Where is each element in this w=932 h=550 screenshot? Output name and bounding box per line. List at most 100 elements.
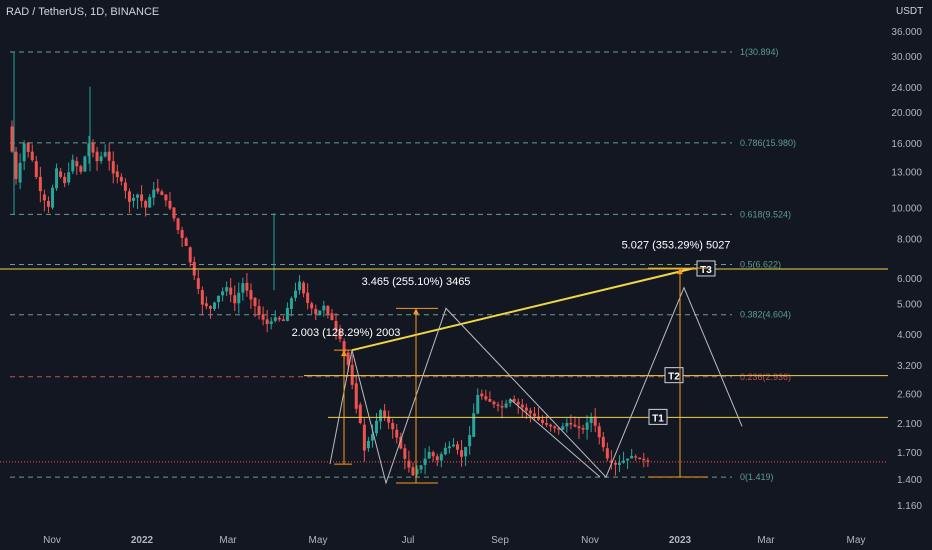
measure-label: 5.027 (353.29%) 5027: [622, 239, 731, 251]
fib-level-label: 0.236(2.936): [740, 372, 791, 382]
candle-body: [561, 426, 565, 430]
candle-body: [156, 188, 160, 192]
candle-body: [127, 191, 131, 202]
measure-arrow-head: [413, 308, 419, 315]
candle-body: [298, 281, 302, 291]
y-tick-label: 1.400: [897, 475, 922, 486]
y-tick-label: 16.000: [891, 139, 922, 150]
candle-body: [605, 448, 609, 459]
candle-body: [55, 168, 59, 189]
candle-body: [496, 404, 500, 406]
candle-body: [500, 406, 504, 408]
candle-body: [294, 290, 297, 298]
candle-body: [334, 320, 338, 330]
candle-body: [289, 298, 293, 309]
candle-body: [123, 182, 127, 191]
target-label-t1: T1: [652, 413, 664, 424]
candle-body: [512, 398, 516, 402]
candle-body: [419, 465, 423, 470]
x-tick-label: Jul: [402, 535, 415, 546]
candle-body: [589, 416, 593, 424]
candle-body: [447, 446, 451, 449]
candle-body: [516, 401, 520, 405]
x-tick-label: 2022: [131, 535, 154, 546]
candle-body: [269, 321, 273, 325]
y-tick-label: 30.000: [891, 52, 922, 63]
candle-body: [107, 151, 111, 161]
candle-body: [172, 207, 176, 219]
candle-body: [225, 287, 229, 292]
candle-body: [439, 454, 443, 461]
candle-body: [646, 460, 650, 462]
chart-title: RAD / TetherUS, 1D, BINANCE: [6, 6, 160, 18]
candle-body: [593, 416, 597, 426]
candle-body: [480, 393, 484, 397]
candle-body: [184, 238, 188, 247]
candle-body: [285, 307, 289, 321]
candle-body: [322, 305, 326, 311]
candle-body: [46, 200, 50, 207]
candle-body: [508, 399, 512, 404]
candle-body: [18, 162, 22, 183]
candle-body: [233, 295, 237, 304]
candle-body: [306, 292, 310, 303]
candle-body: [399, 436, 403, 449]
candle-body: [435, 456, 439, 461]
target-box-t2: [664, 367, 684, 384]
candle-body: [581, 428, 585, 430]
candle-body: [196, 278, 200, 289]
candle-body: [565, 423, 569, 427]
candle-body: [79, 166, 83, 172]
candle-body: [140, 194, 144, 201]
candle-body: [642, 458, 646, 461]
candle-body: [630, 456, 634, 459]
candle-body: [638, 457, 642, 460]
candle-body: [346, 352, 350, 365]
y-tick-label: 20.000: [891, 108, 922, 119]
candle-body: [310, 303, 314, 309]
candle-body: [168, 200, 172, 209]
candle-body: [415, 469, 419, 475]
y-tick-label: 13.000: [891, 167, 922, 178]
candle-body: [354, 383, 358, 409]
candle-body: [34, 161, 38, 178]
fib-level-label: 1(30.894): [740, 47, 779, 57]
candle-body: [366, 440, 370, 449]
candle-body: [358, 404, 362, 423]
candle-body: [241, 283, 245, 293]
candle-body: [281, 319, 285, 321]
y-tick-label: 2.100: [897, 419, 922, 430]
candle-body: [152, 189, 156, 198]
candle-body: [59, 171, 63, 177]
candle-body: [38, 176, 42, 192]
candle-body: [180, 230, 184, 238]
candle-body: [492, 401, 496, 405]
candle-body: [63, 176, 67, 184]
candle-body: [91, 142, 95, 153]
candle-body: [229, 287, 233, 295]
candle-body: [626, 458, 630, 461]
candle-body: [597, 426, 601, 438]
price-unit: USDT: [896, 6, 924, 17]
candle-body: [350, 364, 354, 385]
candle-body: [204, 303, 208, 307]
candle-body: [144, 200, 148, 208]
target-box-t1: [648, 408, 668, 425]
candle-body: [103, 152, 107, 157]
candle-body: [488, 398, 492, 402]
measure-arrow-head: [341, 350, 347, 357]
candle-body: [379, 410, 383, 422]
candle-body: [557, 428, 561, 430]
candle-body: [407, 460, 411, 468]
candle-body: [545, 423, 549, 425]
candle-body: [75, 161, 79, 167]
candle-body: [618, 462, 621, 465]
candle-body: [468, 435, 472, 447]
y-tick-label: 6.000: [897, 274, 922, 285]
candle-body: [318, 310, 322, 315]
y-tick-label: 1.160: [897, 501, 922, 512]
candle-body: [87, 143, 91, 157]
candle-body: [520, 404, 524, 408]
candle-body: [585, 422, 589, 430]
